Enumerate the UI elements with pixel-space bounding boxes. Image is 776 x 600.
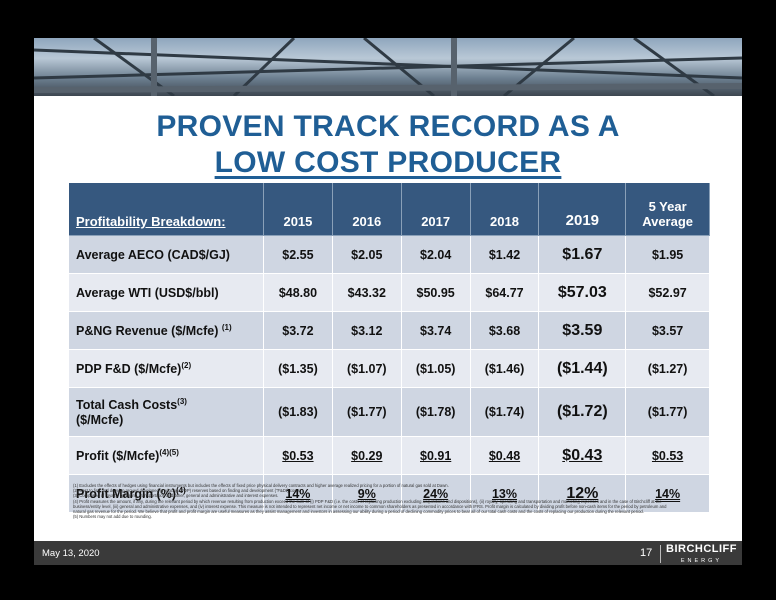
cell-2017: $0.91 <box>401 437 471 475</box>
avg-line2: Average <box>642 214 694 229</box>
table-row: Profit Margin (%)(4) 14% 9% 24% 13% 12% … <box>69 475 710 513</box>
row-label: P&NG Revenue ($/Mcfe) (1) <box>69 312 264 350</box>
cell-avg: $3.57 <box>626 312 710 350</box>
cell-2019: $57.03 <box>539 274 627 312</box>
cell-2016: $0.29 <box>332 437 402 475</box>
row-label: Profit Margin (%)(4) <box>69 475 264 513</box>
table-row: PDP F&D ($/Mcfe)(2) ($1.35) ($1.07) ($1.… <box>69 350 710 388</box>
cell-2018: $64.77 <box>470 274 540 312</box>
cell-2015: ($1.35) <box>264 350 333 388</box>
footnote: (2) Cost to find and develop proved deve… <box>73 488 301 494</box>
cell-2015: 14% <box>264 475 333 513</box>
logo-subtitle: ENERGY <box>680 558 723 564</box>
cell-2016: ($1.77) <box>332 388 402 437</box>
cell-2017: $2.04 <box>401 236 471 274</box>
cell-avg: ($1.77) <box>626 388 710 437</box>
cell-2019: ($1.44) <box>539 350 627 388</box>
logo-name: BIRCHCLIFF <box>666 543 737 555</box>
avg-line1: 5 Year <box>648 199 687 214</box>
cell-2015: $3.72 <box>264 312 333 350</box>
header-banner-image <box>34 38 742 96</box>
cell-avg: 14% <box>626 475 710 513</box>
cell-2019: ($1.72) <box>539 388 627 437</box>
cell-2018: $3.68 <box>470 312 540 350</box>
footnote: (1) Excludes the effects of hedges using… <box>73 483 449 488</box>
cell-2018: ($1.46) <box>470 350 540 388</box>
cell-2018: ($1.74) <box>470 388 540 437</box>
cell-2018: $0.48 <box>470 437 540 475</box>
table-row: Average AECO (CAD$/GJ) $2.55 $2.05 $2.04… <box>69 236 710 274</box>
header-label: Profitability Breakdown: <box>69 183 264 236</box>
cell-2016: $43.32 <box>332 274 402 312</box>
cell-2016: ($1.07) <box>332 350 402 388</box>
cell-2018: $1.42 <box>470 236 540 274</box>
row-label: Average AECO (CAD$/GJ) <box>69 236 264 274</box>
cell-2019: $3.59 <box>539 312 627 350</box>
header-2019: 2019 <box>539 183 627 236</box>
cell-avg: $1.95 <box>626 236 710 274</box>
cell-2019: 12% <box>539 475 627 513</box>
footnote: (5) Numbers may not add due to rounding. <box>73 514 152 520</box>
cell-2017: $3.74 <box>401 312 471 350</box>
cell-2019: $0.43 <box>539 437 627 475</box>
row-label: Average WTI (USD$/bbl) <box>69 274 264 312</box>
header-2018: 2018 <box>470 183 540 236</box>
slide-title-line2: LOW COST PRODUCER <box>214 146 562 179</box>
cell-avg: ($1.27) <box>626 350 710 388</box>
cell-2015: ($1.83) <box>264 388 333 437</box>
cell-2015: $48.80 <box>264 274 333 312</box>
footer-bar <box>34 541 742 565</box>
page-number: 17 <box>640 547 653 559</box>
row-label: PDP F&D ($/Mcfe)(2) <box>69 350 264 388</box>
cell-2017: ($1.05) <box>401 350 471 388</box>
footnote: (4) Profit measures the amount, if any, … <box>73 498 662 504</box>
table-row: P&NG Revenue ($/Mcfe) (1) $3.72 $3.12 $3… <box>69 312 710 350</box>
footer-divider <box>660 545 661 563</box>
slide-title-line1: PROVEN TRACK RECORD AS A <box>156 110 620 143</box>
profitability-table: Profitability Breakdown: 2015 2016 2017 … <box>69 183 710 513</box>
cell-2016: $2.05 <box>332 236 402 274</box>
header-5yr-average: 5 Year Average <box>626 183 710 236</box>
row-label: Profit ($/Mcfe)(4)(5) <box>69 437 264 475</box>
footer-date: May 13, 2020 <box>42 548 100 559</box>
table-row: Profit ($/Mcfe)(4)(5) $0.53 $0.29 $0.91 … <box>69 437 710 475</box>
header-2017: 2017 <box>401 183 471 236</box>
header-2016: 2016 <box>332 183 402 236</box>
cell-2017: $50.95 <box>401 274 471 312</box>
birchcliff-logo: BIRCHCLIFF ENERGY <box>666 543 737 565</box>
table-header-row: Profitability Breakdown: 2015 2016 2017 … <box>69 183 710 236</box>
header-2015: 2015 <box>264 183 333 236</box>
cell-2015: $2.55 <box>264 236 333 274</box>
slide: PROVEN TRACK RECORD AS A LOW COST PRODUC… <box>34 38 742 565</box>
cell-2017: ($1.78) <box>401 388 471 437</box>
cell-2018: 13% <box>470 475 540 513</box>
cell-avg: $52.97 <box>626 274 710 312</box>
table-row: Total Cash Costs(3) ($/Mcfe) ($1.83) ($1.… <box>69 388 710 437</box>
footnote: business/entity level, (iii) general and… <box>73 503 667 509</box>
footnote: (3) Comprised of royalty, operating, tra… <box>73 493 279 499</box>
row-label: Total Cash Costs(3) ($/Mcfe) <box>69 388 264 437</box>
table-row: Average WTI (USD$/bbl) $48.80 $43.32 $50… <box>69 274 710 312</box>
cell-2015: $0.53 <box>264 437 333 475</box>
footnotes: (1) Excludes the effects of hedges using… <box>73 483 713 519</box>
cell-2017: 24% <box>401 475 471 513</box>
cell-2019: $1.67 <box>539 236 627 274</box>
cell-2016: $3.12 <box>332 312 402 350</box>
cell-2016: 9% <box>332 475 402 513</box>
footnote: natural gas revenue for the period. We b… <box>73 509 644 515</box>
cell-avg: $0.53 <box>626 437 710 475</box>
